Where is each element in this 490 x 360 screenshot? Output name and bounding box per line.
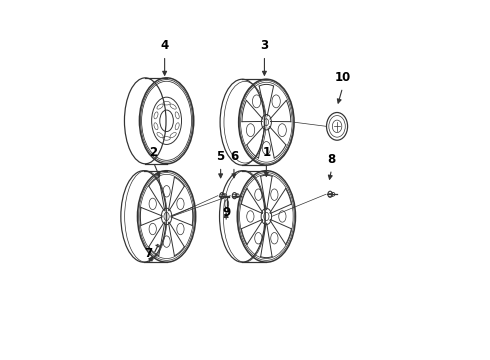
Text: 8: 8	[327, 153, 336, 166]
Text: 5: 5	[217, 150, 225, 163]
Text: 9: 9	[222, 206, 230, 219]
Text: 3: 3	[260, 39, 269, 52]
Text: 2: 2	[149, 146, 158, 159]
Text: 7: 7	[144, 247, 152, 260]
Text: 6: 6	[230, 150, 238, 163]
Text: 10: 10	[335, 71, 351, 84]
Text: 4: 4	[161, 39, 169, 52]
Text: 1: 1	[262, 146, 270, 159]
